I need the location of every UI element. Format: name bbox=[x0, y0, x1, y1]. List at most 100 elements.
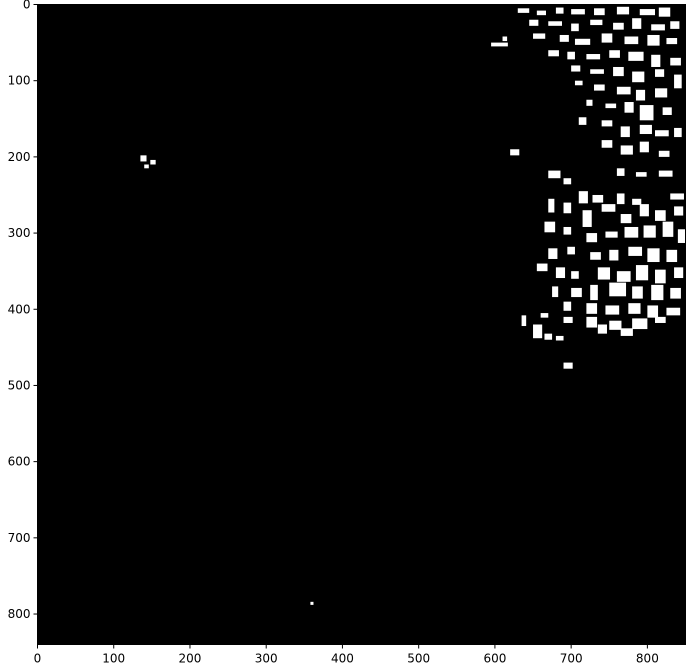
x-tick-label: 100 bbox=[102, 652, 125, 666]
image-background bbox=[37, 4, 686, 645]
white-region bbox=[586, 316, 598, 328]
y-tick-label: 400 bbox=[8, 302, 31, 316]
white-region bbox=[586, 303, 598, 314]
white-region bbox=[597, 267, 611, 280]
white-region bbox=[620, 126, 630, 138]
plot-frame bbox=[37, 4, 686, 645]
white-region bbox=[655, 269, 666, 284]
white-region bbox=[582, 210, 592, 227]
white-region bbox=[639, 124, 652, 135]
x-tick-label: 600 bbox=[483, 652, 506, 666]
white-region bbox=[548, 198, 555, 213]
white-region bbox=[613, 66, 624, 77]
white-region bbox=[635, 172, 647, 177]
white-region bbox=[643, 225, 656, 238]
white-region bbox=[647, 248, 660, 263]
white-region bbox=[616, 271, 631, 282]
white-region bbox=[647, 305, 659, 318]
white-region bbox=[616, 193, 625, 205]
white-region bbox=[590, 284, 598, 301]
white-region bbox=[670, 287, 681, 299]
white-region bbox=[536, 263, 548, 272]
x-tick-label: 200 bbox=[179, 652, 202, 666]
white-region bbox=[655, 130, 669, 137]
x-tick-label: 800 bbox=[636, 652, 659, 666]
white-region bbox=[597, 324, 607, 334]
white-region bbox=[666, 307, 681, 316]
white-region bbox=[571, 271, 579, 279]
white-region bbox=[567, 51, 575, 60]
white-region bbox=[559, 34, 569, 42]
white-region bbox=[632, 71, 645, 83]
white-region bbox=[144, 164, 149, 169]
white-region bbox=[655, 316, 666, 323]
white-region bbox=[620, 145, 633, 155]
x-tick-label: 0 bbox=[34, 652, 42, 666]
white-region bbox=[609, 320, 622, 330]
white-region bbox=[605, 305, 620, 315]
white-region bbox=[310, 601, 314, 605]
white-region bbox=[594, 84, 605, 91]
white-region bbox=[586, 233, 598, 243]
white-region bbox=[555, 335, 564, 341]
white-region bbox=[548, 170, 561, 179]
y-tick-label: 600 bbox=[8, 455, 31, 469]
white-region bbox=[651, 54, 661, 67]
white-region bbox=[563, 226, 572, 235]
white-region bbox=[674, 206, 684, 216]
white-region bbox=[586, 99, 593, 106]
white-region bbox=[552, 286, 559, 298]
white-region bbox=[601, 33, 613, 43]
x-tick-label: 300 bbox=[255, 652, 278, 666]
white-region bbox=[563, 202, 572, 214]
white-region bbox=[540, 313, 549, 318]
y-tick-label: 200 bbox=[8, 150, 31, 164]
white-region bbox=[140, 155, 147, 162]
y-axis: 0 100 200 300 400 500 600 700 800 bbox=[8, 0, 38, 621]
white-region bbox=[578, 191, 588, 204]
white-region bbox=[666, 249, 678, 263]
white-region bbox=[555, 267, 566, 279]
white-region bbox=[533, 324, 543, 339]
y-tick-label: 300 bbox=[8, 226, 31, 240]
white-region bbox=[651, 24, 665, 31]
white-region bbox=[548, 248, 558, 259]
white-region bbox=[666, 38, 678, 45]
white-region bbox=[609, 282, 627, 297]
white-region bbox=[677, 229, 686, 243]
white-region bbox=[548, 50, 559, 57]
white-region bbox=[624, 36, 639, 45]
white-region bbox=[670, 21, 680, 29]
white-region bbox=[571, 287, 582, 298]
y-tick-label: 0 bbox=[23, 0, 31, 12]
white-region bbox=[616, 168, 625, 176]
white-region bbox=[594, 8, 605, 16]
white-region bbox=[563, 301, 572, 311]
white-region bbox=[536, 10, 546, 16]
white-region bbox=[662, 221, 674, 237]
white-region bbox=[521, 315, 527, 327]
x-tick-label: 500 bbox=[407, 652, 430, 666]
white-region bbox=[592, 194, 604, 203]
white-region bbox=[639, 204, 649, 217]
white-region bbox=[609, 50, 620, 58]
white-region bbox=[590, 69, 604, 74]
white-region bbox=[635, 89, 646, 101]
white-region bbox=[632, 318, 648, 330]
x-axis: 0 100 200 300 400 500 600 700 800 bbox=[34, 644, 659, 666]
white-region bbox=[658, 170, 673, 177]
white-region bbox=[632, 18, 642, 29]
white-region bbox=[662, 107, 672, 115]
white-region bbox=[601, 120, 613, 127]
white-region bbox=[502, 36, 508, 42]
white-region bbox=[647, 34, 660, 46]
white-region bbox=[632, 286, 643, 299]
white-region bbox=[605, 231, 618, 238]
white-region bbox=[639, 141, 649, 153]
x-tick-label: 400 bbox=[331, 652, 354, 666]
white-region bbox=[601, 140, 613, 148]
white-region bbox=[639, 9, 656, 16]
white-region bbox=[658, 7, 671, 17]
white-region bbox=[586, 54, 601, 60]
white-region bbox=[510, 149, 520, 156]
